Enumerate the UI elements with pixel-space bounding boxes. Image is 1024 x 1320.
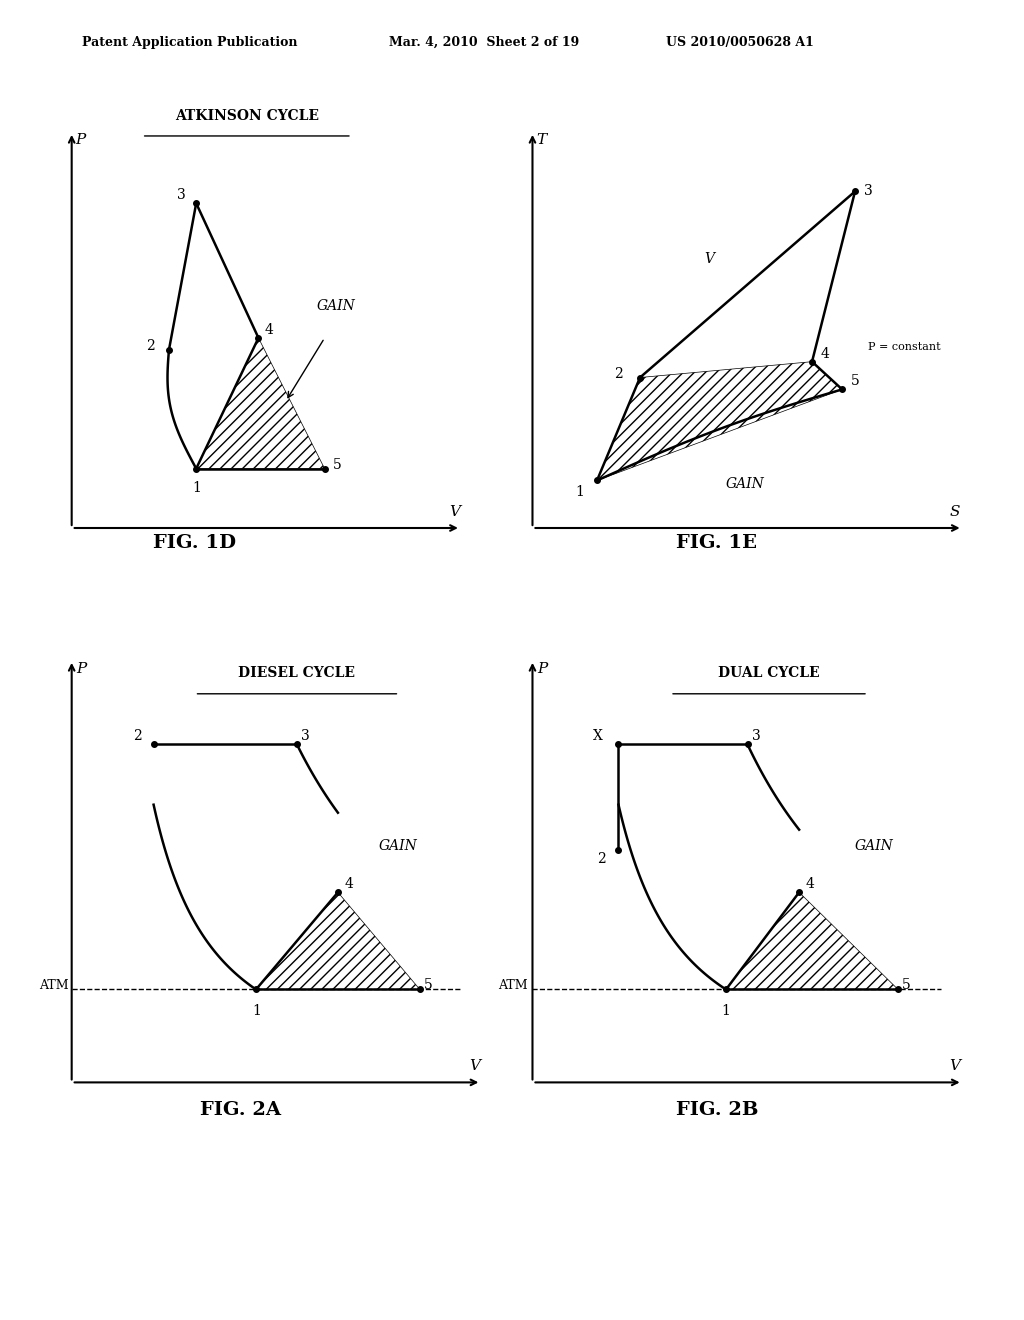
- Text: 4: 4: [264, 323, 273, 337]
- Text: 3: 3: [863, 185, 872, 198]
- Text: 3: 3: [301, 729, 310, 743]
- Text: T: T: [537, 133, 547, 147]
- Text: ATKINSON CYCLE: ATKINSON CYCLE: [175, 110, 318, 123]
- Text: FIG. 2A: FIG. 2A: [200, 1101, 282, 1119]
- Text: 1: 1: [575, 486, 585, 499]
- Text: ATM: ATM: [498, 979, 527, 993]
- Text: Patent Application Publication: Patent Application Publication: [82, 36, 297, 49]
- Text: P: P: [76, 661, 86, 676]
- Text: 4: 4: [806, 876, 814, 891]
- Text: 4: 4: [344, 876, 353, 891]
- Text: V: V: [469, 1059, 480, 1073]
- Text: P = constant: P = constant: [868, 342, 941, 352]
- Text: 3: 3: [752, 729, 761, 743]
- Text: 5: 5: [333, 458, 341, 471]
- Text: V: V: [705, 252, 715, 265]
- Text: 5: 5: [902, 978, 911, 993]
- Text: Mar. 4, 2010  Sheet 2 of 19: Mar. 4, 2010 Sheet 2 of 19: [389, 36, 580, 49]
- Text: GAIN: GAIN: [379, 840, 418, 853]
- Text: US 2010/0050628 A1: US 2010/0050628 A1: [666, 36, 813, 49]
- Text: FIG. 1E: FIG. 1E: [676, 533, 758, 552]
- Text: S: S: [949, 506, 961, 519]
- Text: DUAL CYCLE: DUAL CYCLE: [718, 665, 820, 680]
- Text: V: V: [949, 1059, 961, 1073]
- Text: 2: 2: [133, 729, 142, 743]
- Text: 2: 2: [614, 367, 623, 380]
- Text: FIG. 2B: FIG. 2B: [676, 1101, 758, 1119]
- Text: GAIN: GAIN: [855, 840, 894, 853]
- Text: 5: 5: [851, 375, 859, 388]
- Text: 5: 5: [424, 978, 433, 993]
- Text: P: P: [537, 661, 547, 676]
- Text: V: V: [450, 506, 460, 519]
- Text: DIESEL CYCLE: DIESEL CYCLE: [239, 665, 355, 680]
- Text: FIG. 1D: FIG. 1D: [153, 533, 237, 552]
- Text: 3: 3: [177, 189, 185, 202]
- Text: P: P: [76, 133, 86, 147]
- Text: 1: 1: [252, 1003, 261, 1018]
- Text: ATM: ATM: [39, 979, 69, 993]
- Text: 2: 2: [145, 339, 155, 352]
- Text: GAIN: GAIN: [316, 300, 355, 313]
- Text: 1: 1: [193, 482, 201, 495]
- Text: X: X: [593, 729, 602, 743]
- Text: 4: 4: [820, 347, 829, 360]
- Text: 2: 2: [597, 851, 606, 866]
- Text: GAIN: GAIN: [726, 478, 765, 491]
- Text: 1: 1: [722, 1003, 730, 1018]
